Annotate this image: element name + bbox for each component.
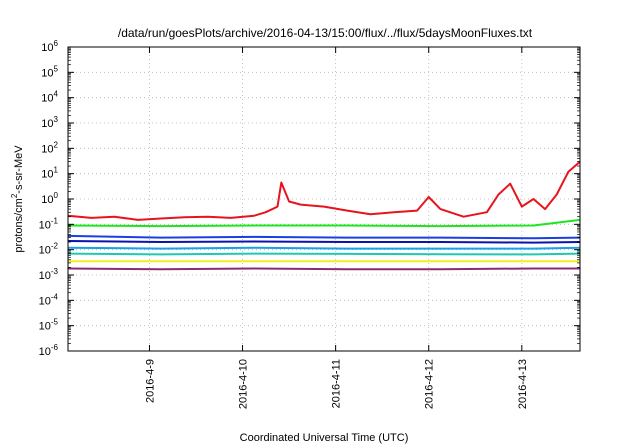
y-axis-label-part-1: protons/cm [13,198,25,252]
y-tick-base: 10 [41,118,53,130]
y-tick-base: 10 [41,194,53,206]
y-ticks: 10-610-510-410-310-210-11001011021031041… [39,39,580,358]
y-tick-label: 100 [41,191,58,206]
x-tick-label: 2016-4-9 [144,359,156,403]
x-ticks: 2016-4-9 2016-4-10 2016-4-11 2016-4-12 2016-… [144,47,529,409]
y-tick-exp: 3 [54,115,59,124]
y-tick-label: 10-2 [39,242,59,257]
y-tick-base: 10 [39,245,51,257]
y-tick-base: 10 [39,295,51,307]
y-tick-exp: -5 [51,318,59,327]
y-tick-base: 10 [39,270,51,282]
y-tick-base: 10 [41,42,53,54]
y-tick-base: 10 [39,321,51,333]
y-tick-label: 10-5 [39,318,59,333]
y-tick-base: 10 [41,67,53,79]
y-tick-exp: 6 [54,39,59,48]
y-tick-label: 101 [41,166,58,181]
y-axis-label-part-2: -s-sr-MeV [13,145,25,194]
y-tick-exp: -4 [51,292,59,301]
y-tick-label: 103 [41,115,58,130]
y-tick-exp: 4 [54,90,59,99]
y-axis-label-sup: 2 [10,193,19,198]
y-tick-label: 102 [41,140,58,155]
series-line-1 [67,160,581,221]
series-line-3 [67,234,581,240]
x-tick-label: 2016-4-10 [238,359,250,409]
y-axis-label: protons/cm2-s-sr-MeV [10,145,25,253]
y-tick-base: 10 [41,93,53,105]
y-tick-exp: 0 [54,191,59,200]
x-tick-label: 2016-4-11 [331,359,343,408]
y-tick-exp: -2 [51,242,59,251]
y-tick-label: 10-1 [39,216,59,231]
y-tick-base: 10 [39,219,51,231]
y-tick-exp: 5 [54,64,59,73]
x-axis-label: Coordinated Universal Time (UTC) [240,432,409,444]
series-layer [67,160,581,271]
x-tick-label: 2016-4-12 [424,359,436,409]
y-tick-label: 10-3 [39,267,59,282]
y-tick-exp: -3 [51,267,59,276]
y-tick-exp: 1 [54,166,59,175]
y-tick-base: 10 [41,169,53,181]
y-tick-exp: -1 [51,216,59,225]
series-line-5 [67,246,581,250]
series-line-8 [67,267,580,271]
y-tick-label: 104 [41,90,58,105]
x-tick-label: 2016-4-13 [517,359,529,409]
series-line-4 [67,240,581,244]
y-tick-exp: 2 [54,140,59,149]
series-line-6 [67,252,581,256]
y-tick-label: 10-4 [39,292,59,307]
y-tick-label: 10-6 [39,343,59,358]
y-tick-label: 105 [41,64,58,79]
y-tick-label: 106 [41,39,58,54]
y-tick-base: 10 [39,346,51,358]
chart-title: /data/run/goesPlots/archive/2016-04-13/1… [118,26,533,40]
y-tick-base: 10 [41,143,53,155]
y-tick-exp: -6 [51,343,59,352]
grid [68,47,580,351]
series-line-2 [67,218,581,228]
